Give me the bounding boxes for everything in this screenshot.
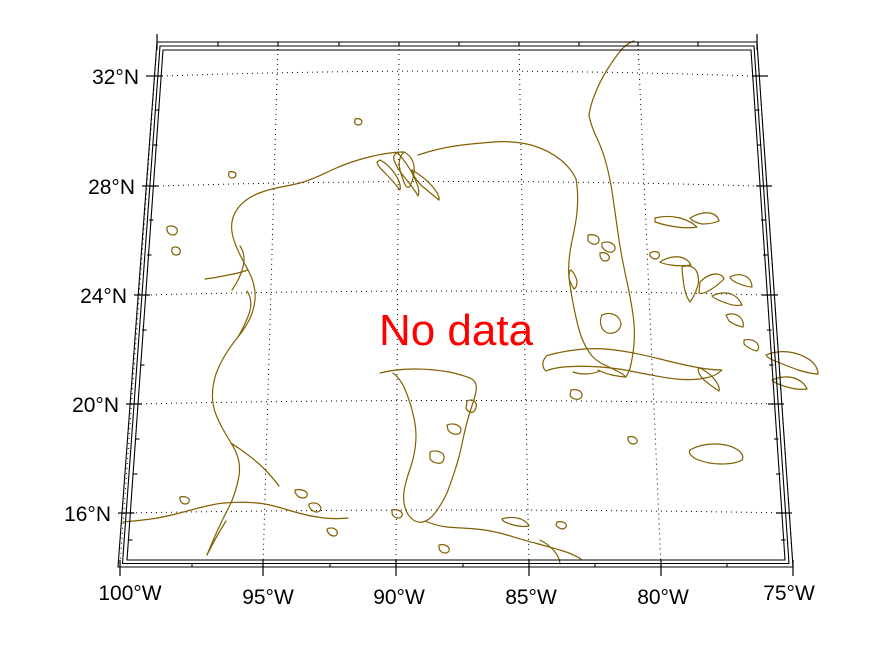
frame-inner (126, 49, 786, 561)
coastline-cay-j (354, 118, 363, 126)
lon-label-90: 90°W (373, 586, 425, 609)
frame-middle (121, 45, 790, 565)
coastline-rio-grande (204, 269, 249, 280)
graticule-group (119, 43, 794, 567)
gridline-lon-90 (395, 43, 400, 567)
coastline-hispaniola (765, 351, 819, 375)
gridline-lon-80 (637, 43, 662, 567)
coastline-cay-c (179, 496, 190, 505)
coastline-cay-a (166, 225, 178, 236)
coastline-mexico-interior (206, 520, 227, 556)
coastline-florida-islands-b (601, 241, 616, 253)
coastline-yucatan-laguna (446, 423, 462, 435)
gridline-lat-32 (161, 70, 753, 77)
coastline-bahamas-small-a (725, 313, 744, 328)
coastline-cuba-isla-juventud (569, 389, 583, 400)
coastline-yucatan (379, 368, 477, 523)
no-data-message: No data (379, 306, 534, 355)
lon-label-80: 80°W (637, 586, 689, 609)
coastline-louisiana (398, 151, 415, 188)
coastline-cay-e (294, 489, 308, 499)
coastline-delta-detail (411, 169, 440, 201)
coastline-bahamas-cat-island (729, 274, 753, 288)
coastline-yucatan-inner (429, 450, 445, 464)
coastline-bahamas-eleuthera (698, 273, 725, 294)
coastline-cay-b (171, 246, 181, 256)
coastline-laguna-madre (231, 245, 245, 291)
coastline-bahamas-abaco (689, 212, 720, 225)
coastline-florida-keys-chain (572, 370, 601, 375)
coastline-bahamas-grand-bahama (654, 215, 698, 229)
gridline-lat-28 (157, 181, 758, 187)
frame-outer (117, 41, 794, 568)
tick-marks-top (156, 34, 758, 50)
lon-label-75: 75°W (763, 582, 815, 605)
coastline-cuba-east-detail (697, 367, 720, 392)
coastline-florida-east (588, 114, 635, 378)
coastline-yucatan-cozumel (465, 399, 477, 413)
tick-marks-left (118, 75, 162, 514)
coastline-mississippi-delta (393, 152, 420, 197)
lon-label-100: 100°W (98, 582, 161, 605)
coastline-bahamas-andros (681, 265, 699, 303)
tick-marks-bottom (119, 560, 794, 576)
coastline-interior-line (230, 442, 280, 487)
gridline-lat-20 (135, 400, 780, 405)
lat-tick-labels: 32°N 28°N 24°N 20°N 16°N (64, 66, 139, 526)
coastline-florida-islands-a (587, 234, 600, 245)
coastline-louisiana-bays (376, 159, 401, 191)
coastline-mexico-gulf (206, 151, 405, 556)
coastline-tampa-bay (568, 269, 578, 290)
gridline-lon-85 (518, 43, 530, 567)
lat-label-16: 16°N (64, 503, 111, 526)
lat-label-28: 28°N (88, 176, 135, 199)
gridline-lon-95 (262, 43, 279, 567)
coastline-cay-k (627, 436, 638, 445)
coastline-bahamas-bank (659, 256, 692, 267)
coastline-lake-okeechobee (599, 312, 622, 334)
coastline-bahamas-bimini (649, 250, 660, 260)
coastline-caribbean-islet (555, 521, 567, 530)
coastline-cuba (542, 348, 723, 381)
coastline-cay-f (326, 527, 338, 537)
lon-label-95: 95°W (242, 586, 294, 609)
lat-label-20: 20°N (72, 394, 119, 417)
lon-label-85: 85°W (505, 586, 557, 609)
coastline-bahamas-small-b (743, 339, 760, 352)
coastline-florida-west (568, 178, 606, 366)
coastline-cay-i (228, 171, 237, 179)
lon-tick-labels: 100°W 95°W 90°W 85°W 80°W 75°W (98, 582, 815, 609)
coastline-central-america (424, 520, 582, 560)
coastline-florida-islands-c (599, 252, 610, 262)
coastline-north-gulf (417, 141, 577, 180)
coastline-mexico-south (122, 501, 349, 523)
frame-band-top (217, 42, 699, 46)
coastline-cay-h (438, 544, 450, 554)
coastline-cay-g (391, 509, 403, 519)
coastline-jamaica (688, 443, 744, 465)
coastline-hispaniola-south (771, 376, 808, 390)
coastline-cay-d (308, 502, 322, 513)
lat-label-24: 24°N (80, 285, 127, 308)
tick-marks-right (752, 75, 792, 514)
coastline-texas-lagoon (237, 290, 252, 338)
coastline-honduras-island (501, 516, 530, 527)
lat-label-32: 32°N (92, 66, 139, 89)
gridline-lat-24 (145, 290, 769, 296)
coastline-group (122, 40, 819, 565)
map-frame (117, 34, 794, 576)
coastline-georgia-carolina (588, 40, 635, 116)
coastline-bahamas-long-island (711, 292, 743, 306)
